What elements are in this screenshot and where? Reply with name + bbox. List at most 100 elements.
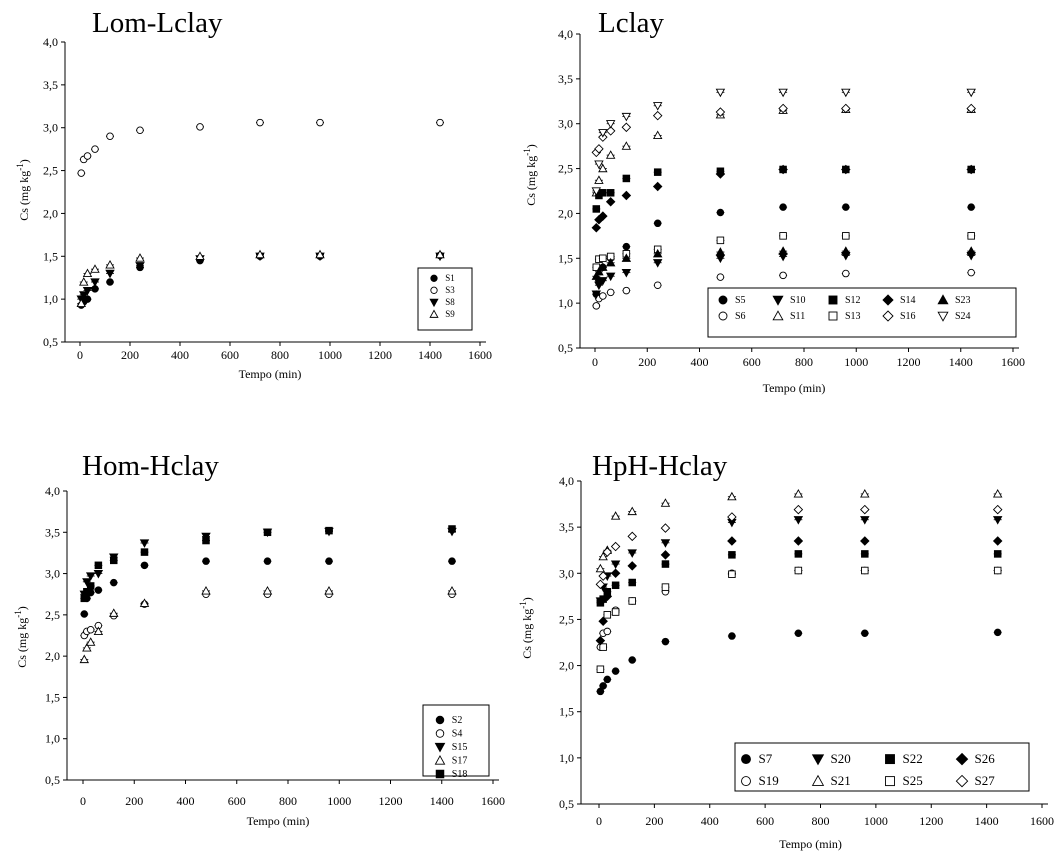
data-point — [621, 190, 632, 201]
data-point — [861, 566, 869, 575]
data-point — [967, 232, 975, 240]
x-tick-label: 0 — [80, 794, 86, 808]
data-point — [605, 126, 616, 136]
data-point — [993, 628, 1002, 637]
data-point — [591, 223, 602, 233]
data-point — [652, 110, 663, 121]
data-point — [448, 525, 456, 533]
data-point — [94, 561, 103, 570]
x-tick-label: 1400 — [418, 348, 442, 362]
data-point — [605, 257, 616, 267]
x-tick-label: 400 — [177, 794, 195, 808]
legend-label: S15 — [452, 742, 468, 753]
data-point — [316, 118, 324, 127]
data-point — [80, 610, 89, 618]
data-point — [993, 550, 1002, 558]
x-tick-label: 0 — [592, 355, 598, 369]
data-point — [94, 586, 103, 594]
data-point — [448, 557, 456, 565]
y-tick-label: 3,0 — [559, 566, 574, 580]
data-point — [606, 288, 615, 297]
data-point — [598, 571, 608, 581]
data-point — [622, 242, 631, 251]
data-point — [139, 539, 150, 548]
data-point — [598, 163, 608, 173]
data-point — [591, 271, 602, 280]
data-point — [779, 203, 787, 211]
data-point — [598, 129, 608, 138]
legend-label: S21 — [831, 773, 851, 788]
x-tick-label: 1400 — [975, 814, 999, 828]
y-tick-label: 4,0 — [559, 474, 574, 488]
legend-label: S25 — [903, 773, 923, 788]
data-point — [135, 262, 145, 271]
data-point — [592, 205, 601, 213]
data-point — [967, 268, 975, 277]
y-tick-label: 1,0 — [43, 292, 58, 306]
data-point — [82, 642, 92, 652]
x-tick-label: 200 — [638, 355, 656, 369]
data-point — [592, 302, 601, 310]
x-tick-label: 0 — [77, 348, 83, 362]
y-tick-label: 3,5 — [43, 78, 58, 92]
data-point — [715, 247, 726, 256]
data-point — [598, 211, 608, 221]
x-tick-label: 600 — [743, 355, 761, 369]
data-point — [627, 531, 637, 542]
data-point — [603, 675, 612, 684]
legend-label: S16 — [900, 311, 916, 322]
data-point — [794, 629, 803, 638]
y-tick-label: 4,0 — [45, 484, 60, 498]
legend-marker — [811, 774, 825, 786]
data-point — [861, 629, 869, 638]
data-point — [715, 107, 726, 117]
data-point — [591, 187, 602, 196]
y-axis-label: Cs (mg kg-1) — [15, 159, 31, 221]
data-point — [202, 536, 210, 545]
data-point — [621, 112, 632, 122]
y-tick-label: 0,5 — [45, 773, 60, 787]
chart-panel-3: Hom-Hclay 0,5 1,0 1,5 2,0 2,5 3,0 3,5 4,0 0 200 400… — [13, 450, 505, 828]
data-point — [621, 141, 632, 150]
data-point — [85, 572, 96, 581]
x-axis-label: Tempo (min) — [239, 367, 302, 381]
data-point — [992, 489, 1003, 498]
y-tick-label: 0,5 — [558, 341, 573, 355]
data-point — [661, 583, 670, 591]
x-tick-label: 200 — [121, 348, 139, 362]
data-point — [595, 563, 606, 573]
data-point — [842, 269, 850, 278]
data-point — [660, 539, 671, 548]
y-axis-label: Cs (mg kg-1) — [522, 144, 538, 206]
data-point — [83, 152, 92, 160]
data-point — [793, 504, 804, 515]
data-point — [195, 251, 205, 260]
data-point — [136, 126, 144, 135]
data-point — [606, 189, 615, 197]
x-tick-label: 1600 — [468, 348, 492, 362]
data-point — [109, 608, 119, 617]
data-point — [660, 523, 671, 533]
legend-marker — [828, 295, 838, 305]
y-tick-label: 2,5 — [43, 164, 58, 178]
legend-label: S18 — [452, 769, 468, 780]
legend-label: S6 — [735, 311, 746, 322]
y-tick-label: 1,0 — [45, 732, 60, 746]
data-point — [135, 253, 145, 262]
data-point — [992, 516, 1003, 525]
data-point — [599, 254, 607, 263]
legend-marker — [430, 286, 438, 294]
data-point — [91, 145, 99, 153]
x-tick-label: 1000 — [864, 814, 888, 828]
data-point — [139, 598, 150, 607]
data-point — [653, 281, 662, 289]
y-axis-label: Cs (mg kg-1) — [13, 606, 29, 668]
legend-marker — [772, 295, 784, 306]
data-point — [598, 551, 608, 561]
data-point — [435, 249, 445, 259]
data-point — [660, 498, 671, 507]
y-tick-label: 2,5 — [559, 612, 574, 626]
data-point — [611, 608, 620, 616]
legend-box — [707, 287, 1017, 338]
data-point — [778, 88, 788, 98]
